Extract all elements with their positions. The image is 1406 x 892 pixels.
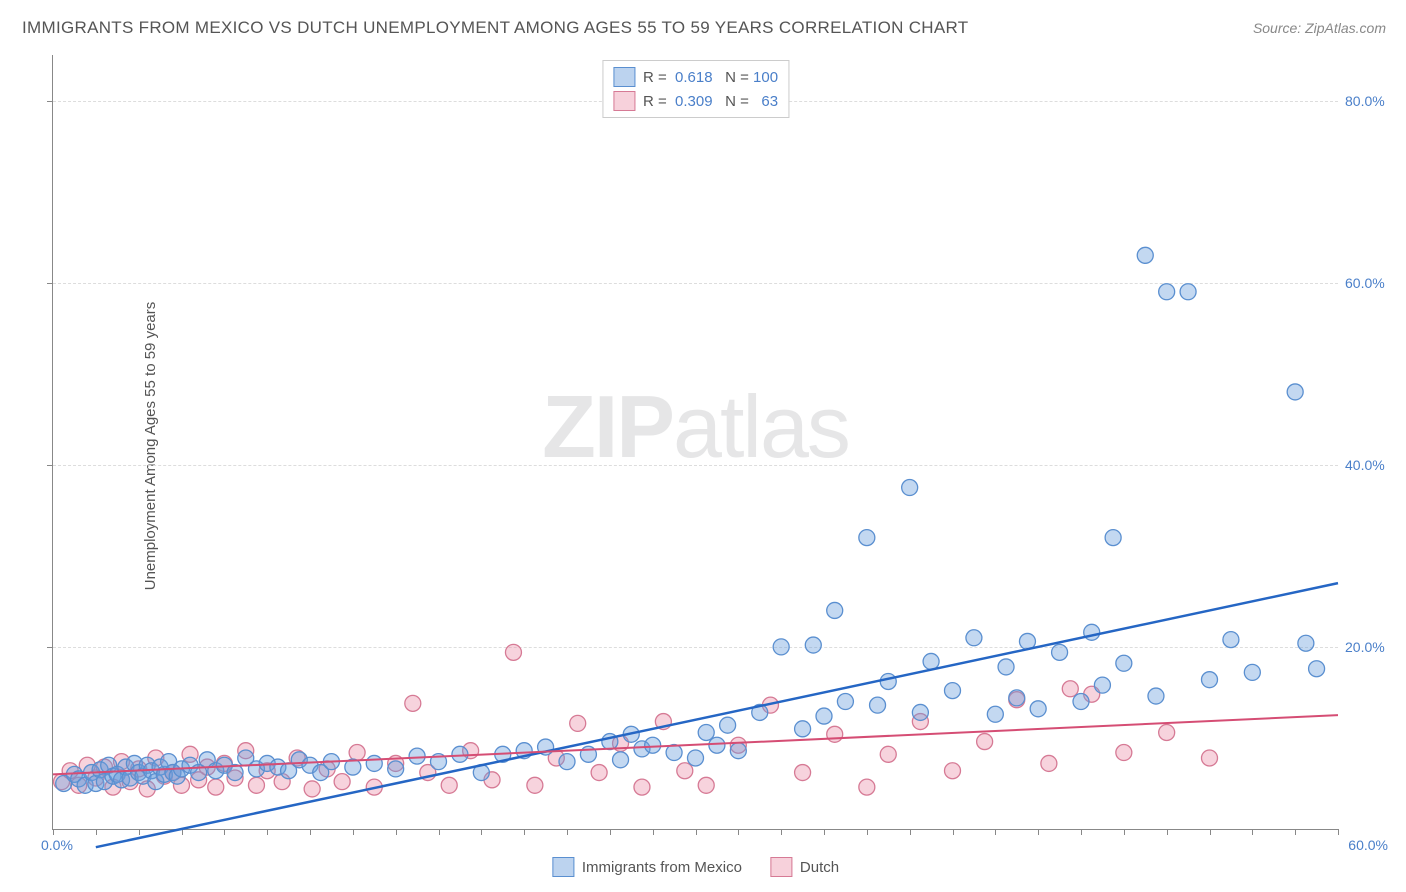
data-point (912, 704, 928, 720)
trend-line (96, 583, 1338, 847)
data-point (859, 530, 875, 546)
data-point (688, 750, 704, 766)
data-point (1309, 661, 1325, 677)
data-point (1223, 632, 1239, 648)
data-point (945, 763, 961, 779)
series-legend: Immigrants from Mexico Dutch (552, 857, 839, 877)
data-point (591, 765, 607, 781)
x-axis-max-label: 60.0% (1348, 837, 1388, 853)
data-point (709, 737, 725, 753)
data-point (816, 708, 832, 724)
data-point (613, 752, 629, 768)
data-point (1009, 690, 1025, 706)
data-point (1116, 745, 1132, 761)
data-point (645, 737, 661, 753)
data-point (677, 763, 693, 779)
data-point (334, 774, 350, 790)
data-point (1052, 644, 1068, 660)
data-point (1105, 530, 1121, 546)
legend-item-dutch: Dutch (770, 857, 839, 877)
data-point (208, 779, 224, 795)
y-tick-label: 40.0% (1345, 457, 1400, 473)
swatch-blue-icon (552, 857, 574, 877)
data-point (698, 777, 714, 793)
y-tick-label: 80.0% (1345, 93, 1400, 109)
y-tick-label: 60.0% (1345, 275, 1400, 291)
data-point (405, 695, 421, 711)
data-point (773, 639, 789, 655)
legend-row-mexico: R = 0.618 N = 100 (613, 65, 778, 89)
data-point (1116, 655, 1132, 671)
scatter-svg (53, 55, 1338, 829)
data-point (945, 683, 961, 699)
data-point (1148, 688, 1164, 704)
data-point (1041, 755, 1057, 771)
data-point (248, 777, 264, 793)
data-point (902, 480, 918, 496)
legend-row-dutch: R = 0.309 N = 63 (613, 89, 778, 113)
data-point (1180, 284, 1196, 300)
data-point (441, 777, 457, 793)
data-point (1137, 247, 1153, 263)
n-value-dutch: 63 (761, 93, 778, 110)
data-point (795, 721, 811, 737)
data-point (527, 777, 543, 793)
data-point (827, 602, 843, 618)
data-point (1202, 672, 1218, 688)
data-point (1094, 677, 1110, 693)
legend-item-mexico: Immigrants from Mexico (552, 857, 742, 877)
data-point (388, 761, 404, 777)
data-point (1159, 284, 1175, 300)
data-point (1030, 701, 1046, 717)
data-point (805, 637, 821, 653)
data-point (720, 717, 736, 733)
data-point (880, 673, 896, 689)
data-point (559, 754, 575, 770)
data-point (452, 746, 468, 762)
correlation-legend: R = 0.618 N = 100 R = 0.309 N = 63 (602, 60, 789, 118)
chart-title: IMMIGRANTS FROM MEXICO VS DUTCH UNEMPLOY… (22, 18, 968, 38)
data-point (366, 755, 382, 771)
data-point (1287, 384, 1303, 400)
data-point (923, 653, 939, 669)
swatch-pink (613, 91, 635, 111)
data-point (998, 659, 1014, 675)
data-point (1073, 694, 1089, 710)
data-point (1202, 750, 1218, 766)
data-point (880, 746, 896, 762)
data-point (349, 745, 365, 761)
chart-plot-area: ZIPatlas 20.0%40.0%60.0%80.0% 0.0% 60.0%… (52, 55, 1338, 830)
data-point (977, 734, 993, 750)
n-value-mexico: 100 (753, 69, 778, 86)
data-point (698, 724, 714, 740)
r-value-dutch: 0.309 (675, 93, 713, 110)
data-point (859, 779, 875, 795)
source-attribution: Source: ZipAtlas.com (1253, 20, 1386, 36)
data-point (1244, 664, 1260, 680)
data-point (304, 781, 320, 797)
data-point (870, 697, 886, 713)
data-point (987, 706, 1003, 722)
swatch-pink-icon (770, 857, 792, 877)
data-point (1298, 635, 1314, 651)
data-point (837, 694, 853, 710)
data-point (1159, 724, 1175, 740)
x-axis-min-label: 0.0% (41, 837, 73, 853)
legend-label-mexico: Immigrants from Mexico (582, 859, 742, 876)
r-value-mexico: 0.618 (675, 69, 713, 86)
data-point (966, 630, 982, 646)
legend-label-dutch: Dutch (800, 859, 839, 876)
data-point (570, 715, 586, 731)
data-point (730, 743, 746, 759)
data-point (409, 748, 425, 764)
data-point (1062, 681, 1078, 697)
swatch-blue (613, 67, 635, 87)
y-tick-label: 20.0% (1345, 639, 1400, 655)
data-point (634, 779, 650, 795)
data-point (795, 765, 811, 781)
data-point (505, 644, 521, 660)
data-point (827, 726, 843, 742)
